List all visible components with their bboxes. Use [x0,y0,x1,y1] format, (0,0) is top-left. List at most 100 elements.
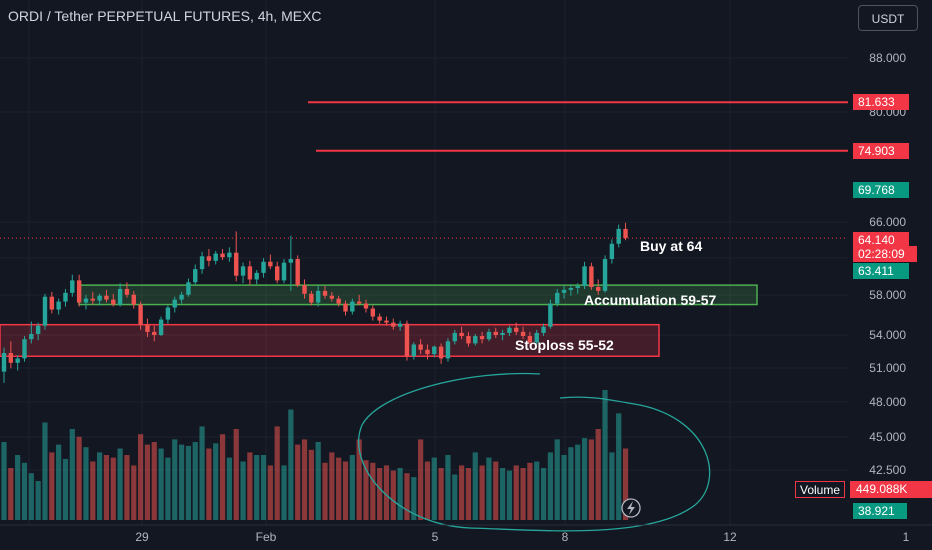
candle [534,332,539,343]
candle [104,295,109,300]
volume-bar [301,439,308,520]
volume-bar [513,465,519,520]
candle [609,243,615,260]
candle [575,286,580,289]
candle [370,308,376,317]
candle [227,252,232,258]
volume-bar [370,462,376,520]
annotation-text: Stoploss 55-52 [515,337,614,353]
candle [438,346,444,359]
volume-bar [534,461,540,520]
volume-bar [349,455,355,520]
candle [275,266,280,281]
volume-bar [561,455,567,520]
candle [527,336,533,343]
volume-bars [1,390,629,520]
lightning-bolt-icon [627,501,635,515]
candle [268,261,273,267]
volume-bar [397,468,403,520]
volume-bar [35,481,41,520]
volume-bar [226,457,232,520]
price-tick: 88.000 [869,51,906,65]
volume-bar [499,468,506,520]
currency-button[interactable]: USDT [858,5,918,31]
grid [0,0,848,525]
volume-bar [206,448,212,520]
volume-bar [418,439,424,520]
volume-bar [254,455,260,520]
volume-highlight-ellipse [358,372,711,532]
candle [97,295,102,301]
candle [261,261,266,273]
price-label: 02:28:09 [858,247,905,261]
volume-bar [363,460,369,520]
price-axis: 88.00080.00066.00058.00054.00051.00048.0… [621,51,917,519]
candle [377,316,382,321]
candle [295,259,300,286]
volume-bar [506,470,513,520]
price-tick: 58.000 [869,288,906,302]
volume-bar [472,452,478,520]
volume-bar [56,444,62,520]
candle [35,325,41,334]
volume-bar [274,426,280,520]
drawings [358,372,711,532]
volume-bar [322,462,328,520]
candle [500,332,505,335]
candle [322,290,328,296]
candle [234,252,239,276]
price-label-box [853,94,909,110]
volume-bar [110,457,116,520]
volume-bar [479,465,485,520]
volume-bar [554,439,560,520]
volume-bar [103,455,110,520]
candle [83,298,89,303]
volume-bar [609,452,615,520]
volume-bar [588,439,594,520]
annotations: Buy at 64 Accumulation 59-57 Stoploss 55-5… [515,238,716,353]
candle [473,336,478,344]
stoploss-zone [0,323,660,358]
candle [555,292,560,304]
candle [384,320,389,323]
time-tick: 5 [432,530,439,544]
volume-bar [356,439,362,520]
candle [363,303,369,309]
candle [507,327,512,333]
annotation-text: Buy at 64 [640,238,702,254]
volume-bar [377,468,383,520]
candle [76,280,82,303]
volume-bar [185,445,192,520]
candles [1,222,628,383]
candle [514,327,519,332]
candle [466,336,471,344]
volume-bar [411,477,417,520]
volume-bar [76,436,82,520]
price-tick: 66.000 [869,215,906,229]
time-tick: 1 [903,530,910,544]
volume-bar [117,448,123,520]
price-label: 64.140 [858,233,895,247]
candle [561,289,567,293]
candle [459,332,464,337]
horizontal-lines [0,101,848,239]
volume-bar [342,461,349,520]
volume-bar [315,442,321,520]
price-tick: 45.000 [869,430,906,444]
candle [111,299,116,305]
candle [186,282,191,295]
candle [479,336,485,340]
candle [445,341,451,359]
volume-bar [616,413,622,520]
price-zones [0,284,758,358]
candle [568,288,574,290]
volume-bar [493,461,499,520]
candle [452,332,457,342]
volume-bar [581,438,588,520]
volume-bar [465,468,472,520]
candle [165,307,171,320]
volume-bar [83,447,89,520]
candle [22,339,27,359]
time-tick: 8 [562,530,569,544]
